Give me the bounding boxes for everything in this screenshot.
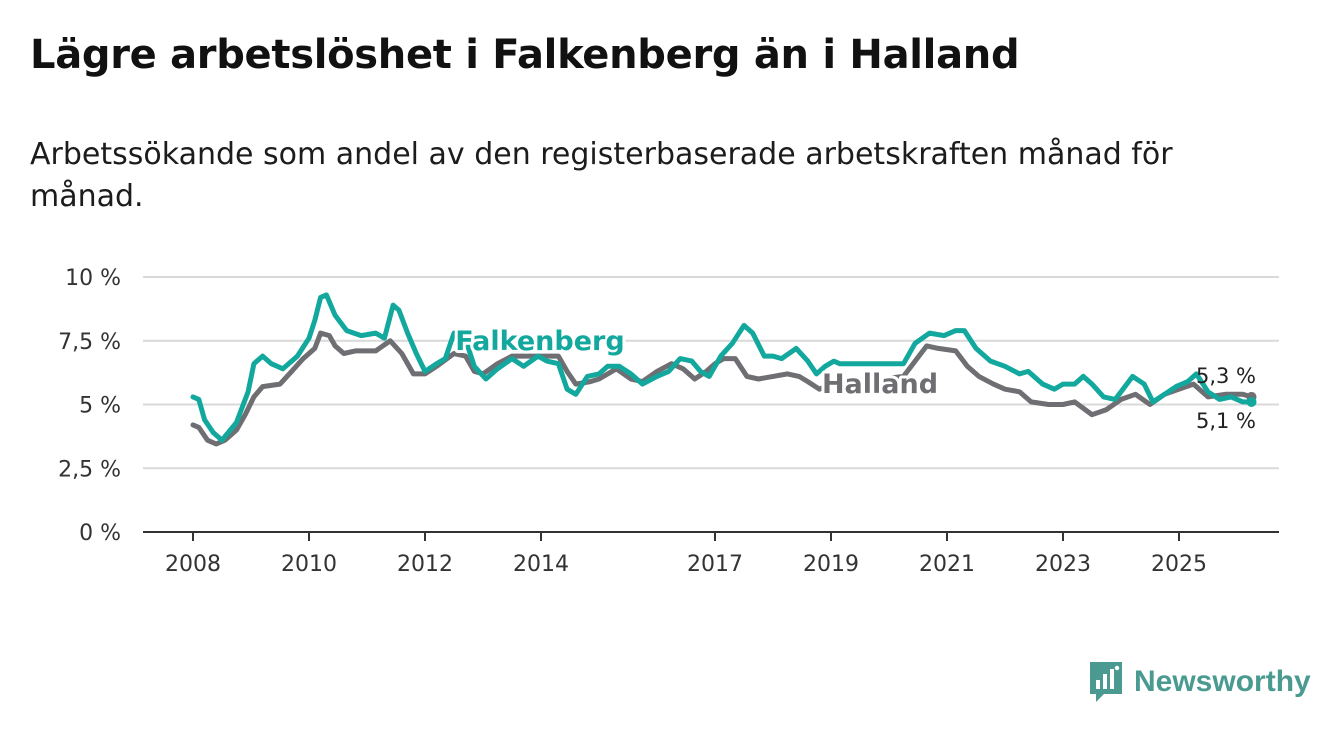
x-tick-label: 2012 [397,552,453,577]
end-label-falkenberg: 5,1 % [1196,409,1256,433]
x-tick-label: 2008 [165,552,221,577]
y-tick-label: 10 % [65,266,121,291]
series-label-falkenberg: Falkenberg [455,326,624,357]
chart-title: Lägre arbetslöshet i Falkenberg än i Hal… [30,32,1020,78]
x-tick-label: 2010 [281,552,337,577]
x-tick-label: 2019 [803,552,859,577]
x-axis-ticks: 2008 2010 2012 2014 2017 2019 2021 2023 2025 [165,532,1207,577]
x-tick-label: 2021 [919,552,975,577]
x-tick-label: 2014 [513,552,569,577]
brand-logo: Newsworthy [1088,660,1311,704]
end-point-falkenberg [1246,396,1257,407]
y-tick-label: 2,5 % [58,457,121,482]
y-tick-label: 0 % [79,521,121,546]
x-tick-label: 2017 [687,552,743,577]
brand-name: Newsworthy [1134,665,1311,698]
series-line-halland [190,330,1254,447]
series-line-falkenberg [190,292,1254,443]
end-label-halland: 5,3 % [1196,364,1256,388]
series-labels: Falkenberg Halland 5,3 % 5,1 % [452,323,1256,433]
y-axis-ticks: 0 % 2,5 % 5 % 7,5 % 10 % [58,266,121,546]
bar-chart-speech-bubble-icon [1090,662,1122,702]
x-tick-label: 2023 [1035,552,1091,577]
x-tick-label: 2025 [1151,552,1207,577]
chart-subtitle: Arbetssökande som andel av den registerb… [30,137,1173,214]
line-chart: 0 % 2,5 % 5 % 7,5 % 10 % 2008 2010 2012 2014 201… [58,266,1279,577]
y-tick-label: 7,5 % [58,330,121,355]
y-tick-label: 5 % [79,394,121,419]
series-label-halland: Halland [822,369,938,400]
series-lines [190,292,1257,447]
